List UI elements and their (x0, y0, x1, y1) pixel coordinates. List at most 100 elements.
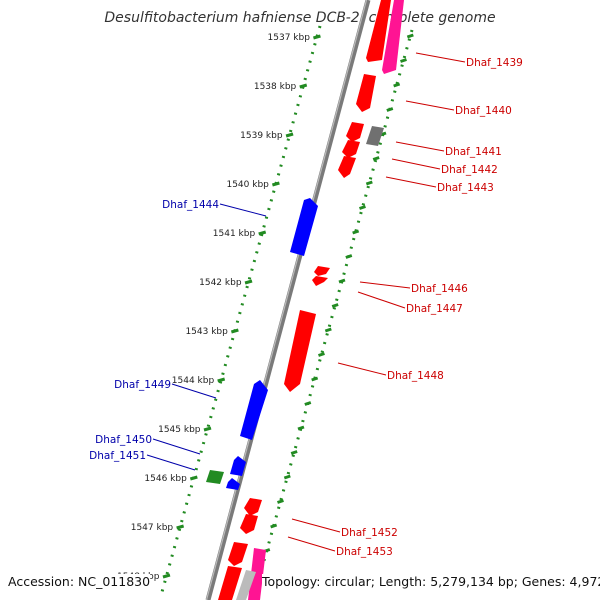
rna-gene-dhaf-r0029[interactable] (206, 470, 224, 484)
tick-mark-1545-kbp (203, 426, 212, 432)
gene-arrow-dhaf-1447[interactable] (312, 276, 328, 286)
tick-mark-1546-kbp (189, 475, 198, 481)
pseudo-gene-dhaf-1441[interactable] (366, 126, 384, 146)
tick-mark-1544-kbp (217, 377, 226, 383)
gene-arrow-dhaf-1438[interactable] (366, 0, 391, 62)
inner-tick-mark (283, 474, 291, 480)
gene-arrow-dhaf-1455[interactable] (248, 548, 266, 600)
gene-label-dhaf-1447[interactable]: Dhaf_1447 (406, 303, 463, 315)
callout-line-dhaf-1443 (385, 176, 437, 188)
gene-arrow-dhaf-1439[interactable] (382, 0, 404, 74)
tick-mark-1537-kbp (313, 34, 321, 40)
gene-label-dhaf-1448[interactable]: Dhaf_1448 (387, 370, 444, 382)
inner-tick-mark (338, 278, 346, 284)
gene-arrow-dhaf-1452[interactable] (244, 498, 262, 516)
gene-arrow-dhaf-1442[interactable] (342, 140, 360, 158)
tick-mark-1540-kbp (271, 181, 280, 187)
gene-label-dhaf-1451[interactable]: Dhaf_1451 (89, 450, 146, 462)
inner-tick-mark (372, 156, 380, 161)
callout-line-dhaf-1447 (357, 291, 406, 309)
callout-line-dhaf-1442 (391, 158, 441, 170)
inner-tick-mark (290, 450, 298, 455)
inner-tick-mark (359, 205, 366, 210)
gene-label-dhaf-1444[interactable]: Dhaf_1444 (162, 199, 219, 211)
tick-label-1544-kbp: 1544 kbp (172, 376, 215, 386)
callout-line-dhaf-1453 (287, 536, 336, 552)
inner-tick-mark (311, 376, 319, 382)
gene-label-dhaf-1450[interactable]: Dhaf_1450 (95, 434, 152, 446)
callout-line-dhaf-1452 (291, 518, 341, 533)
inner-tick-mark (365, 180, 373, 186)
genome-backbone (205, 0, 371, 600)
inner-tick-mark (270, 523, 278, 529)
tick-mark-1538-kbp (299, 83, 308, 89)
inner-tick-mark (297, 425, 305, 431)
gene-arrow-dhaf-1451[interactable] (226, 478, 240, 490)
gene-arrow-dhaf-1450[interactable] (230, 456, 246, 476)
inner-tick-mark (304, 401, 312, 406)
callout-group: Dhaf_1439 Dhaf_1440 Dhaf_1441 Dhaf_1442 Dhaf… (89, 52, 523, 558)
outer-tick-track (160, 25, 322, 593)
gene-arrow-dhaf-1448[interactable] (284, 310, 316, 392)
gene-arrow-dhaf-1456[interactable] (218, 566, 242, 600)
tick-mark-1547-kbp (176, 524, 185, 530)
tick-label-1539-kbp: 1539 kbp (240, 131, 283, 141)
callout-line-dhaf-1440 (405, 100, 455, 111)
pseudo-gene-dhaf-1457[interactable] (236, 570, 256, 600)
gene-arrow-dhaf-1446[interactable] (314, 266, 330, 276)
gene-label-dhaf-1446[interactable]: Dhaf_1446 (411, 283, 468, 295)
tick-label-1537-kbp: 1537 kbp (268, 33, 311, 43)
inner-tick-mark (393, 82, 401, 88)
inner-tick-mark (331, 303, 339, 308)
inner-tick-track (251, 29, 414, 600)
gene-arrow-dhaf-1444[interactable] (290, 198, 318, 256)
callout-line-dhaf-1448 (337, 362, 387, 376)
genome-backbone-highlight (205, 0, 368, 600)
gene-arrow-dhaf-1443[interactable] (338, 156, 356, 178)
tick-mark-1542-kbp (244, 279, 253, 285)
gene-label-dhaf-1439[interactable]: Dhaf_1439 (466, 57, 523, 69)
callout-line-dhaf-1444 (219, 203, 267, 217)
inner-tick-mark (277, 499, 284, 504)
tick-mark-1541-kbp (258, 230, 267, 236)
inner-tick-mark (386, 107, 394, 112)
inner-tick-mark (345, 254, 353, 259)
gene-arrow-dhaf-1453[interactable] (240, 514, 258, 534)
tick-label-1545-kbp: 1545 kbp (158, 425, 201, 435)
tick-mark-1548-kbp (162, 573, 171, 579)
gene-arrow-dhaf-1440[interactable] (356, 74, 376, 112)
gene-label-dhaf-1453[interactable]: Dhaf_1453 (336, 546, 393, 558)
inner-tick-mark (352, 229, 360, 235)
topology-text: Topology: circular; Length: 5,279,134 bp… (262, 574, 600, 589)
inner-tick-mark (318, 352, 325, 357)
tick-mark-1543-kbp (230, 328, 239, 334)
inner-tick-mark (406, 33, 414, 39)
tick-label-1540-kbp: 1540 kbp (226, 180, 269, 190)
gene-arrow-dhaf-1454[interactable] (228, 542, 248, 566)
tick-group: 1537 kbp 1538 kbp 1539 kbp 1540 kbp 1541 kbp… (117, 33, 414, 600)
gene-label-dhaf-1440[interactable]: Dhaf_1440 (455, 105, 512, 117)
tick-label-1547-kbp: 1547 kbp (131, 523, 174, 533)
inner-tick-mark (400, 58, 407, 63)
tick-mark-1539-kbp (285, 132, 294, 138)
tick-label-1541-kbp: 1541 kbp (213, 229, 256, 239)
feature-group (206, 0, 404, 600)
gene-label-dhaf-1449[interactable]: Dhaf_1449 (114, 379, 171, 391)
genome-title: Desulfitobacterium hafniense DCB-2, comp… (104, 10, 495, 26)
callout-line-dhaf-1451 (146, 454, 196, 471)
gene-label-dhaf-1441[interactable]: Dhaf_1441 (445, 146, 502, 158)
gene-label-dhaf-1443[interactable]: Dhaf_1443 (437, 182, 494, 194)
tick-label-1542-kbp: 1542 kbp (199, 278, 242, 288)
callout-line-dhaf-1449 (171, 383, 217, 399)
callout-line-dhaf-1441 (395, 141, 445, 152)
gene-label-dhaf-1442[interactable]: Dhaf_1442 (441, 164, 498, 176)
tick-label-1538-kbp: 1538 kbp (254, 82, 297, 92)
accession-text: Accession: NC_011830 (8, 574, 151, 589)
gene-arrow-dhaf-1449[interactable] (240, 380, 268, 440)
gene-label-dhaf-1452[interactable]: Dhaf_1452 (341, 527, 398, 539)
inner-tick-mark (324, 327, 332, 333)
gene-arrow-dhaf-1441[interactable] (346, 122, 364, 142)
tick-label-1543-kbp: 1543 kbp (185, 327, 228, 337)
callout-line-dhaf-1446 (359, 281, 411, 289)
